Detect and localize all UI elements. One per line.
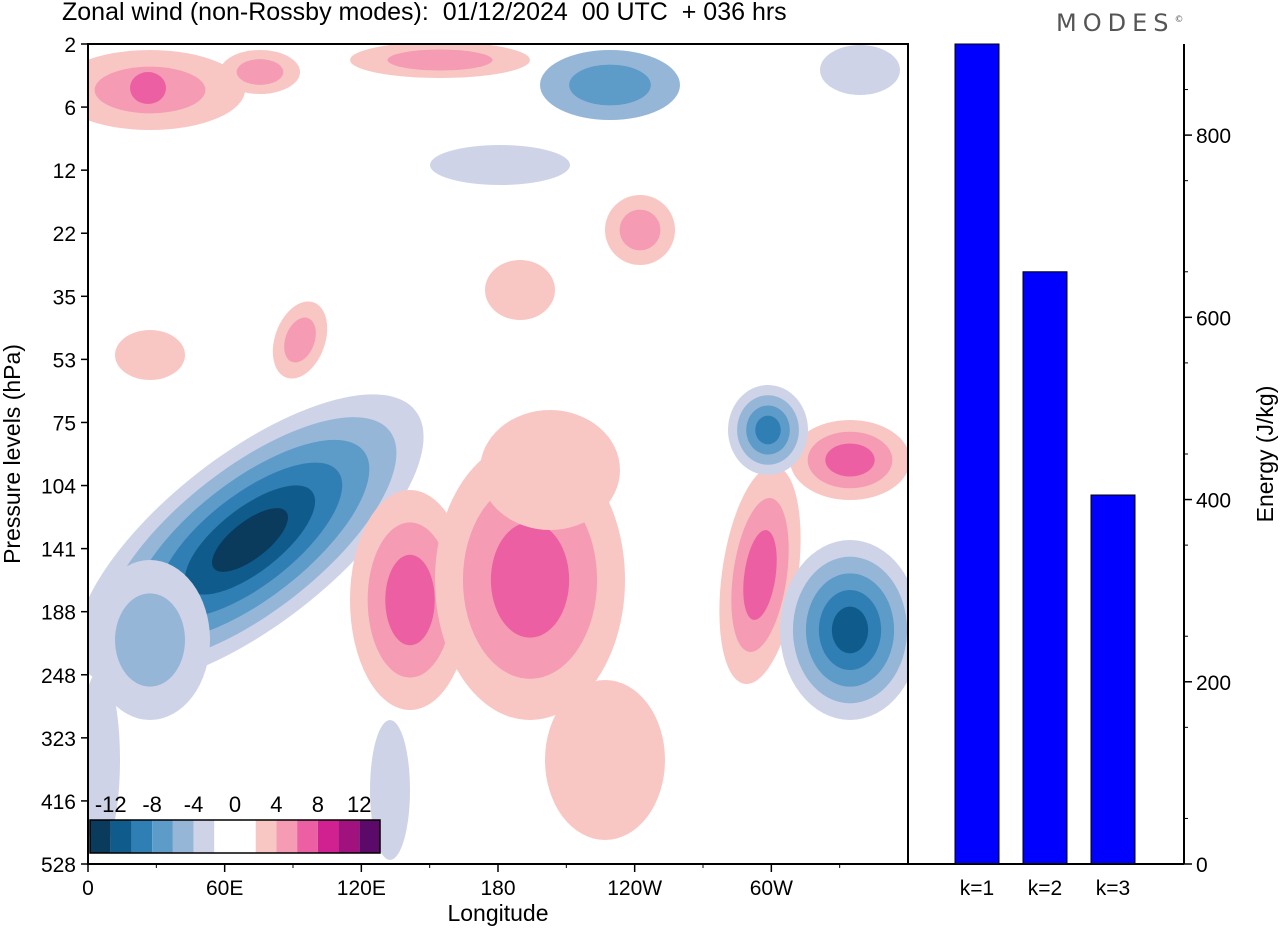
bar-y-tick-label: 0 (1196, 854, 1208, 877)
colorbar-box (90, 820, 111, 853)
x-axis-label: Longitude (447, 900, 548, 926)
colorbar-box (297, 820, 318, 853)
westerly-region-contour (387, 49, 493, 71)
colorbar-box (338, 820, 360, 853)
bar-y-tick-label: 800 (1196, 125, 1231, 148)
bar-plot: k=1 k=2 k=3 (954, 43, 1136, 900)
colorbar-frame (89, 819, 381, 854)
easterly-region-contour (430, 145, 570, 185)
easterly-region-contour (569, 64, 651, 106)
colorbar-tick-label: -4 (184, 792, 204, 817)
easterly-region-contour (88, 670, 120, 850)
bar-k=3 (1090, 494, 1136, 865)
colorbar: -12 -8 -4 0 4 8 12 (89, 792, 381, 854)
chart-title: Zonal wind (non-Rossby modes): 01/12/202… (62, 0, 787, 26)
westerly-region-contour (130, 72, 166, 104)
westerly-region-contour (480, 410, 620, 530)
bar-y-tick-label: 600 (1196, 307, 1231, 330)
bar-category-label: k=2 (1028, 877, 1062, 900)
westerly-region-contour (485, 260, 555, 320)
colorbar-box (235, 820, 256, 853)
westerly-region-contour (619, 209, 661, 251)
easterly-region-contour (831, 606, 869, 654)
colorbar-box (152, 820, 173, 853)
colorbar-tick-label: -8 (142, 792, 162, 817)
easterly-region-contour (115, 593, 185, 687)
westerly-region-contour (825, 443, 875, 477)
y-tick-label: 2 (64, 34, 76, 57)
y-tick-label: 141 (41, 539, 76, 562)
easterly-region-contour (755, 415, 781, 445)
colorbar-box (317, 820, 339, 853)
westerly-region-contour (236, 59, 284, 85)
axes: 2 6 12 22 35 53 75 104 141 188 248 323 416 528 Pressur… (0, 34, 1278, 926)
y-tick-label: 528 (41, 854, 76, 877)
colorbar-tick-label: 12 (347, 792, 371, 817)
colorbar-box (214, 820, 235, 853)
colorbar-tick-label: 4 (270, 792, 282, 817)
bar-category-label: k=3 (1096, 877, 1130, 900)
westerly-region-contour (490, 522, 570, 638)
y-tick-label: 248 (41, 665, 76, 688)
bar-y-tick-label: 200 (1196, 672, 1231, 695)
colorbar-box (131, 820, 153, 853)
colorbar-tick-label: 0 (229, 792, 241, 817)
y-tick-label: 53 (53, 349, 76, 372)
y-tick-label: 6 (64, 97, 76, 120)
colorbar-box (110, 820, 132, 853)
brand-logo: MODES© (1056, 9, 1183, 37)
x-tick-label: 180 (480, 877, 515, 900)
y-tick-label: 12 (53, 160, 76, 183)
colorbar-box (255, 820, 277, 853)
x-tick-label: 0 (82, 877, 94, 900)
y-tick-label: 35 (53, 286, 76, 309)
x-tick-label: 60W (750, 877, 793, 900)
heatmap-field (88, 44, 908, 860)
x-tick-label: 120E (337, 877, 386, 900)
westerly-region-contour (284, 317, 316, 363)
colorbar-tick-label: -12 (95, 792, 127, 817)
bar-k=2 (1022, 271, 1068, 865)
y-tick-label: 104 (41, 476, 76, 499)
bar-k=1 (954, 43, 1000, 865)
brand-name: MODES (1056, 9, 1175, 37)
easterly-region-contour (820, 45, 900, 95)
bar-category-label: k=1 (960, 877, 994, 900)
bar-y-axis-label: Energy (J/kg) (1252, 386, 1278, 523)
easterly-jet-contour (212, 508, 288, 572)
brand-mark: © (1174, 15, 1184, 25)
colorbar-box (276, 820, 298, 853)
y-tick-label: 22 (53, 223, 76, 246)
x-tick-label: 60E (206, 877, 243, 900)
westerly-region-contour (385, 554, 435, 646)
westerly-region-contour (115, 330, 185, 380)
bar-y-tick-label: 400 (1196, 490, 1231, 513)
y-tick-label: 188 (41, 602, 76, 625)
y-tick-label: 416 (41, 791, 76, 814)
y-tick-label: 323 (41, 728, 76, 751)
colorbar-tick-label: 8 (312, 792, 324, 817)
westerly-region-contour (545, 680, 665, 840)
heatmap-plot (88, 44, 908, 860)
colorbar-box (172, 820, 194, 853)
y-tick-label: 75 (53, 412, 76, 435)
colorbar-box (193, 820, 215, 853)
y-axis-label: Pressure levels (hPa) (0, 344, 25, 564)
westerly-region-contour (743, 530, 777, 620)
x-tick-label: 120W (607, 877, 662, 900)
colorbar-box (359, 820, 380, 853)
